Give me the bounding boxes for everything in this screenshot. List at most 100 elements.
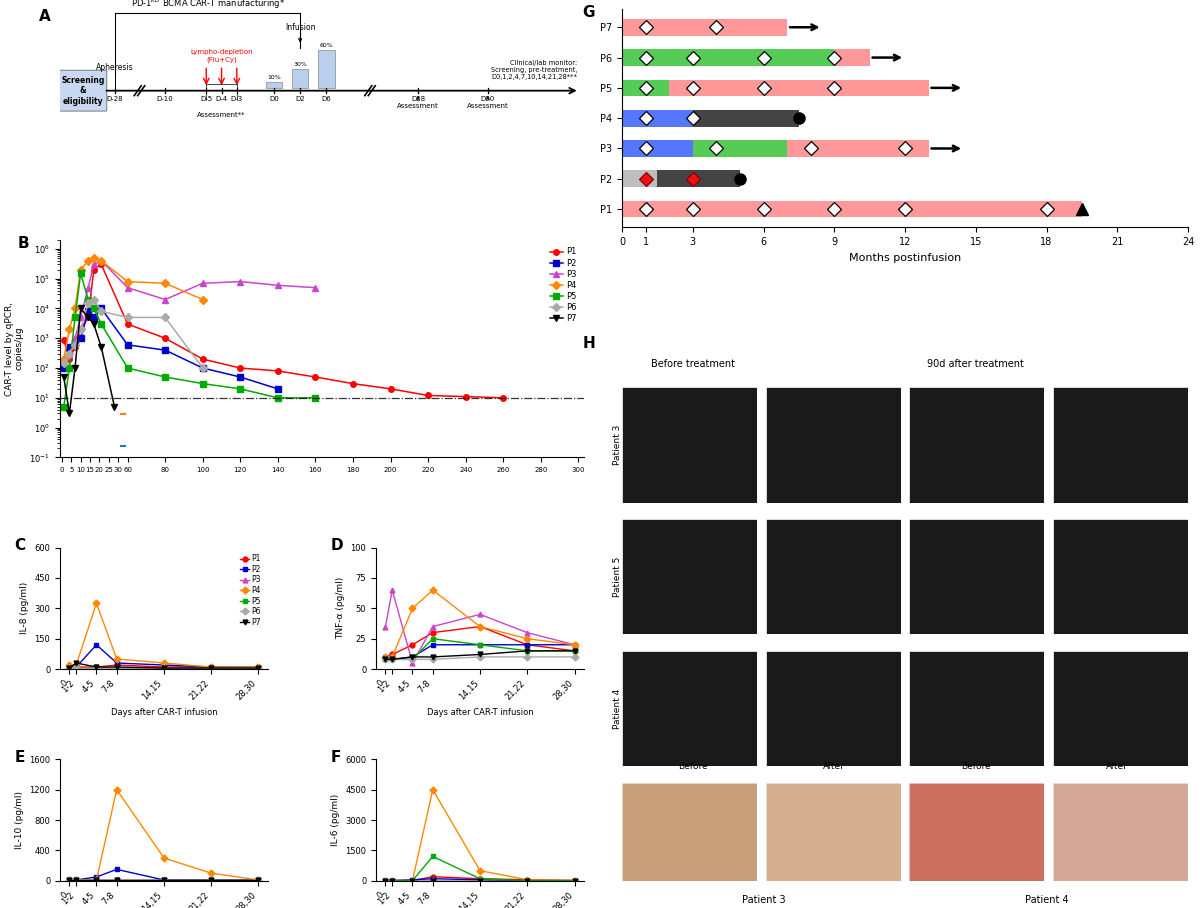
P5 [94, 319, 108, 330]
Text: H: H [582, 336, 595, 351]
P6 [120, 312, 134, 323]
P4 [70, 659, 84, 670]
Text: 90d after treatment: 90d after treatment [928, 359, 1025, 369]
P1 [308, 371, 323, 382]
Y-axis label: Patient 3: Patient 3 [613, 425, 623, 465]
P5 [251, 663, 265, 674]
P6 [157, 663, 172, 674]
Text: Assessment: Assessment [467, 97, 509, 109]
Y-axis label: IL-6 (pg/ml): IL-6 (pg/ml) [331, 794, 340, 846]
P2 [196, 362, 210, 373]
P3 [94, 255, 108, 266]
Text: E: E [14, 749, 25, 765]
X-axis label: Months postinfusion: Months postinfusion [848, 252, 961, 262]
P4 [62, 324, 77, 335]
Text: Screening
&
eligibility: Screening & eligibility [61, 75, 104, 105]
Bar [622, 49, 834, 66]
Text: D: D [330, 538, 343, 553]
Line: P7: P7 [61, 306, 118, 416]
P4 [157, 657, 172, 668]
Text: Before: Before [961, 762, 991, 771]
Text: Before: Before [678, 762, 708, 771]
P3 [86, 259, 101, 270]
P4 [89, 597, 103, 608]
P1 [271, 366, 286, 377]
P2 [86, 312, 101, 323]
P7 [86, 319, 101, 330]
P4 [73, 264, 88, 275]
P6 [94, 306, 108, 317]
P2 [68, 338, 83, 349]
Line: P2: P2 [67, 642, 260, 669]
P5 [62, 362, 77, 373]
P7 [62, 408, 77, 419]
P6 [86, 294, 101, 305]
Bar [622, 19, 787, 35]
Text: After: After [823, 762, 845, 771]
P6 [204, 663, 218, 674]
P2 [89, 639, 103, 650]
P1 [421, 390, 436, 401]
P1 [204, 662, 218, 673]
P5 [80, 294, 95, 305]
Text: D90: D90 [481, 96, 496, 102]
P6 [89, 663, 103, 674]
P3 [62, 349, 77, 360]
Bar [834, 49, 870, 66]
P7 [109, 662, 124, 673]
Text: 10%: 10% [268, 75, 281, 80]
P5 [62, 663, 77, 674]
P7 [70, 657, 84, 668]
P1 [73, 324, 88, 335]
P6 [73, 324, 88, 335]
Text: Patient 4: Patient 4 [1025, 895, 1068, 905]
Bar [658, 171, 740, 187]
P1 [458, 391, 473, 402]
P5 [196, 378, 210, 389]
Bar [265, 82, 282, 88]
P4 [204, 662, 218, 673]
Text: After: After [1106, 762, 1128, 771]
P3 [308, 282, 323, 293]
P7 [107, 401, 121, 412]
P2 [157, 659, 172, 670]
Text: Infusion: Infusion [284, 23, 316, 42]
Legend: P1, P2, P3, P4, P5, P6, P7: P1, P2, P3, P4, P5, P6, P7 [238, 551, 264, 629]
Line: P4: P4 [67, 601, 260, 669]
P3 [251, 663, 265, 674]
P2 [73, 333, 88, 344]
Text: Before treatment: Before treatment [650, 359, 734, 369]
P7 [94, 341, 108, 352]
Bar [692, 110, 799, 126]
P5 [233, 383, 247, 394]
P3 [157, 663, 172, 674]
P4 [109, 654, 124, 665]
P6 [109, 663, 124, 674]
Text: D-3: D-3 [230, 96, 242, 102]
P2 [251, 662, 265, 673]
P5 [158, 371, 173, 382]
Text: Lympho-depletion
(Flu+Cy): Lympho-depletion (Flu+Cy) [191, 49, 253, 63]
P7 [157, 663, 172, 674]
P2 [158, 345, 173, 356]
P1 [496, 392, 510, 403]
P2 [62, 662, 77, 673]
P4 [86, 252, 101, 263]
Line: P6: P6 [61, 297, 205, 370]
P4 [94, 255, 108, 266]
Text: F: F [330, 749, 341, 765]
P1 [251, 663, 265, 674]
P4 [68, 303, 83, 314]
P6 [196, 362, 210, 373]
Bar [622, 80, 670, 96]
Y-axis label: TNF-α (pg/ml): TNF-α (pg/ml) [336, 577, 346, 639]
P3 [70, 663, 84, 674]
Y-axis label: Patient 5: Patient 5 [613, 557, 623, 597]
Text: D28: D28 [410, 96, 425, 102]
P3 [120, 282, 134, 293]
P5 [68, 312, 83, 323]
P6 [80, 298, 95, 309]
Bar [292, 69, 308, 88]
P5 [157, 663, 172, 674]
P5 [120, 362, 134, 373]
